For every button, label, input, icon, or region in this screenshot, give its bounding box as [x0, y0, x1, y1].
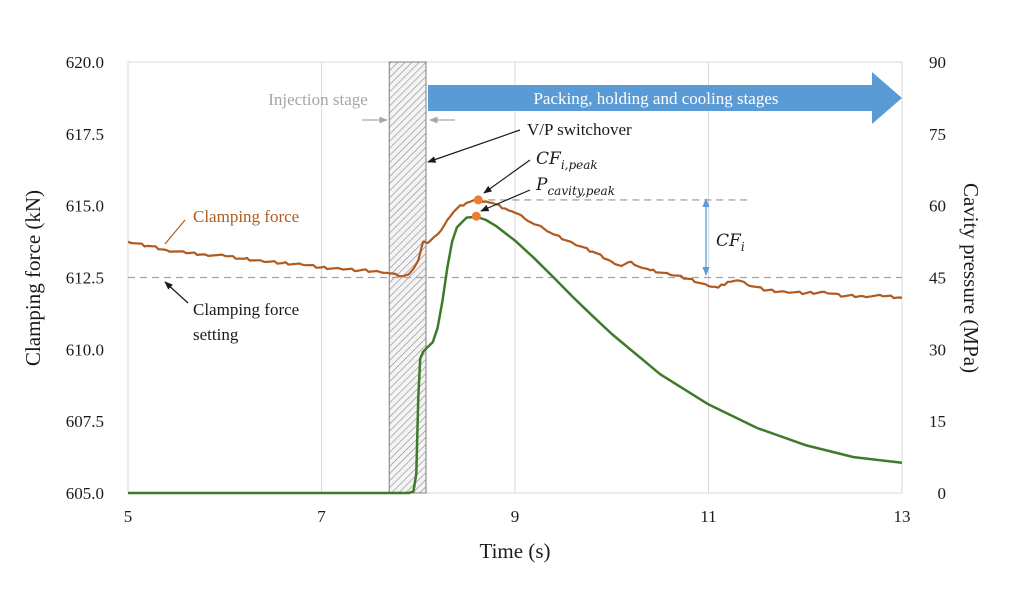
right-y-tick-label: 75 [929, 125, 946, 144]
left-y-tick-label: 610.0 [66, 340, 104, 359]
clamping-force-label-leader [164, 219, 186, 245]
left-y-tick-label: 607.5 [66, 412, 104, 431]
left-y-tick-label: 615.0 [66, 197, 104, 216]
cavity-pressure-line [128, 215, 903, 495]
right-y-tick-label: 15 [929, 412, 946, 431]
left-y-tick-label: 612.5 [66, 269, 104, 288]
packing-stage-arrow [428, 72, 902, 124]
left-y-axis-title: Clamping force (kN) [21, 190, 45, 366]
right-y-tick-label: 90 [929, 53, 946, 72]
p-peak-arrow [480, 189, 531, 212]
left-y-tick-label: 620.0 [66, 53, 104, 72]
cf-peak-arrow [483, 159, 531, 194]
right-y-tick-label: 30 [929, 340, 946, 359]
left-y-tick-label: 617.5 [66, 125, 104, 144]
cf-peak-label: CFi,peak [536, 149, 598, 172]
cfi-main: CF [716, 231, 742, 251]
cfi-label: CFi [716, 231, 745, 254]
x-axis-ticks: 5 7 9 11 13 [124, 507, 911, 526]
clamping-force-line [127, 198, 903, 300]
injection-stage-label: Injection stage [268, 90, 368, 109]
vp-switchover-label: V/P switchover [527, 120, 632, 139]
setting-label-arrow [164, 281, 189, 304]
x-tick-label: 5 [124, 507, 133, 526]
right-y-axis-title: Cavity pressure (MPa) [959, 183, 983, 373]
x-axis-title: Time (s) [480, 539, 551, 563]
x-tick-label: 13 [894, 507, 911, 526]
right-y-tick-label: 45 [929, 269, 946, 288]
x-tick-label: 11 [700, 507, 716, 526]
p-peak-label: Pcavity,peak [535, 175, 615, 198]
clamping-force-label: Clamping force [193, 207, 299, 226]
right-y-tick-label: 0 [938, 484, 947, 503]
cf-peak-main: CF [536, 149, 562, 169]
left-y-tick-label: 605.0 [66, 484, 104, 503]
cfi-sub: i [741, 240, 745, 254]
right-y-axis-ticks: 0 15 30 45 60 75 90 [929, 53, 946, 503]
packing-stage-label: Packing, holding and cooling stages [533, 89, 778, 108]
cf-peak-sub: i,peak [561, 158, 598, 172]
cf-peak-marker [473, 195, 483, 205]
x-tick-label: 7 [317, 507, 326, 526]
left-y-axis-ticks: 605.0 607.5 610.0 612.5 615.0 617.5 620.0 [66, 53, 104, 503]
x-tick-label: 9 [511, 507, 520, 526]
p-peak-main: P [535, 175, 548, 195]
cavity-peak-marker [471, 211, 481, 221]
p-peak-sub: cavity,peak [547, 184, 615, 198]
setting-label-line1: Clamping force [193, 300, 299, 319]
setting-label-line2: setting [193, 325, 239, 344]
vp-switchover-arrow [427, 129, 521, 163]
right-y-tick-label: 60 [929, 197, 946, 216]
